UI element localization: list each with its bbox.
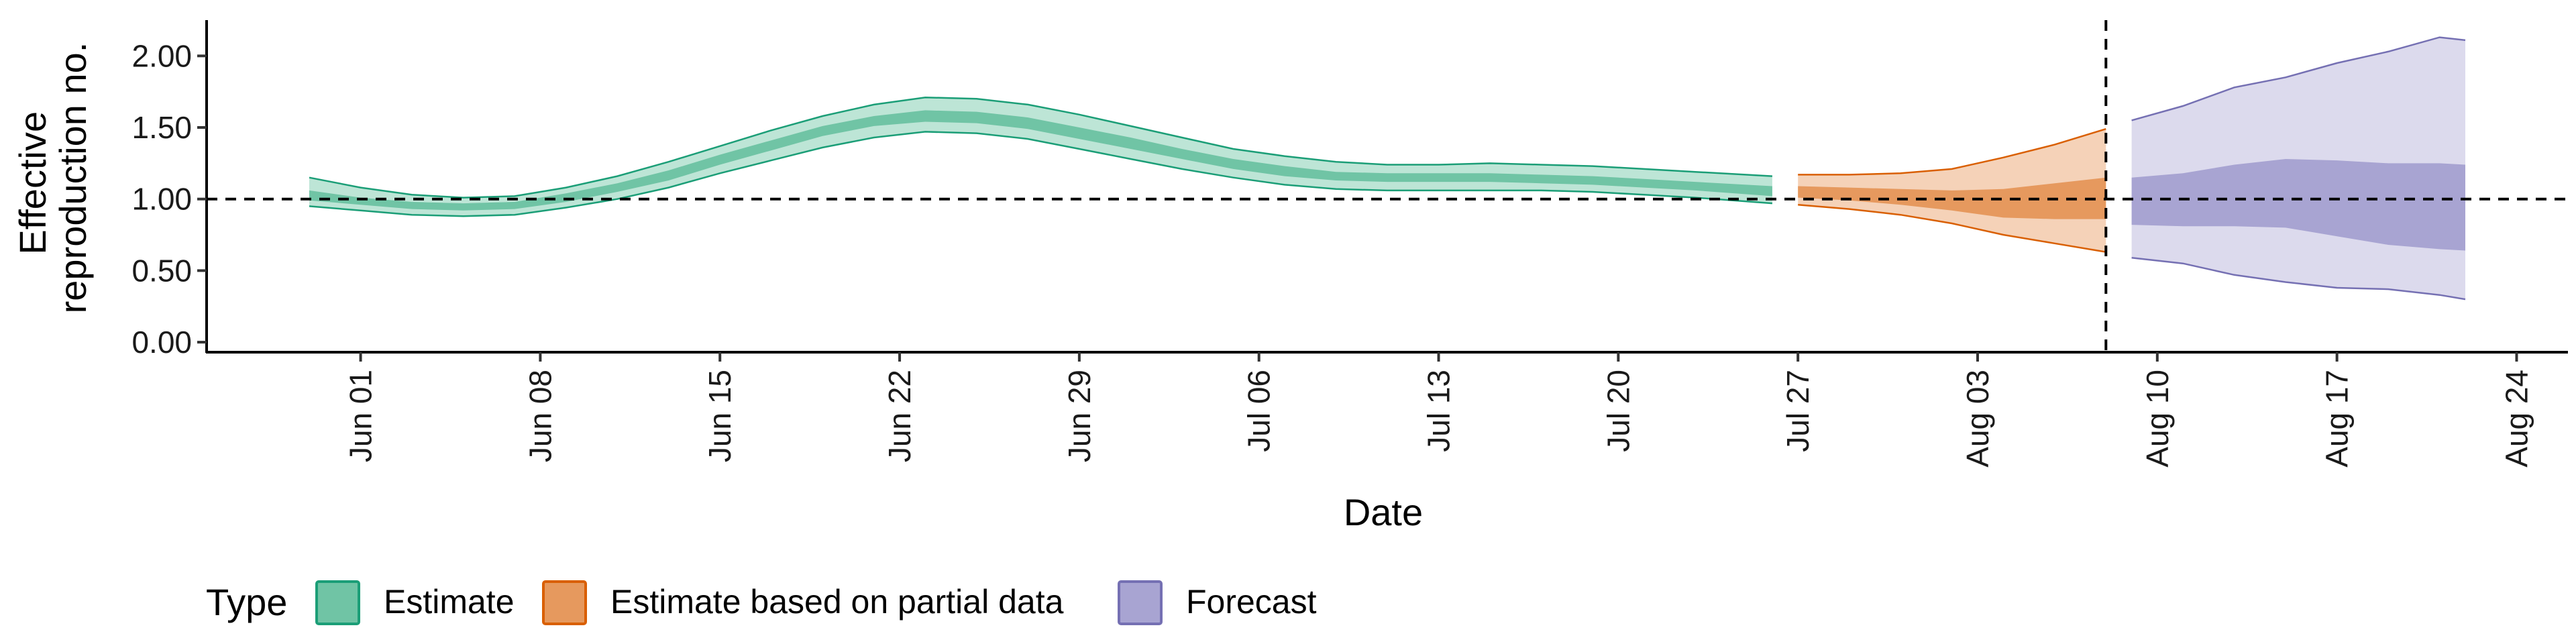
legend-key-estimate	[317, 582, 359, 624]
band-90-estimate	[309, 97, 1772, 217]
legend-key-partial-border	[542, 580, 587, 625]
x-tick-label: Jul 13	[1421, 370, 1456, 452]
legend-title: Type	[206, 581, 287, 623]
legend-key-forecast	[1119, 582, 1161, 624]
x-tick-label: Aug 17	[2320, 370, 2355, 468]
x-tick-label: Jul 20	[1601, 370, 1635, 452]
x-tick-label: Jun 08	[523, 370, 557, 462]
y-tick-label: 1.00	[131, 182, 192, 217]
band-50-forecast	[2131, 159, 2465, 251]
band-lower-edge-forecast	[2131, 256, 2466, 301]
y-axis-title: Effective reproduction no.	[11, 42, 94, 314]
x-tick-label: Aug 10	[2140, 370, 2175, 468]
y-axis-title-line-1: Effective	[11, 111, 54, 255]
legend-label-estimate: Estimate	[384, 583, 515, 621]
legend-label-partial: Estimate based on partial data	[610, 583, 1064, 621]
tick-labels: 0.00 0.50 1.00 1.50 2.00 Jun 01 Jun 08 Jun 15 Ju…	[131, 38, 2534, 467]
x-tick-label: Aug 03	[1960, 370, 1995, 468]
y-tick-label: 0.00	[131, 325, 192, 360]
band-lower-edge-estimate	[309, 131, 1772, 217]
y-tick-label: 0.50	[131, 253, 192, 288]
bands-layer	[309, 36, 2466, 301]
x-tick-label: Jul 27	[1780, 370, 1815, 452]
x-tick-label: Jun 29	[1062, 370, 1097, 462]
axes	[197, 20, 2568, 362]
band-lower-edge-estimate-based-on-partial-data	[1798, 203, 2106, 253]
y-tick-label: 2.00	[131, 38, 192, 73]
band-upper-edge-estimate-based-on-partial-data	[1798, 128, 2106, 176]
band-upper-edge-forecast	[2131, 36, 2466, 121]
x-tick-label: Jul 06	[1242, 370, 1277, 452]
x-tick-label: Aug 24	[2500, 370, 2534, 468]
y-tick-label: 1.50	[131, 110, 192, 145]
legend-key-partial	[543, 582, 586, 624]
x-tick-label: Jun 01	[343, 370, 378, 462]
band-upper-edge-estimate	[309, 96, 1772, 199]
legend-key-estimate-border	[315, 580, 360, 625]
x-tick-label: Jun 22	[882, 370, 917, 462]
band-50-estimate	[309, 110, 1772, 211]
x-tick-label: Jun 15	[702, 370, 737, 462]
y-axis-title-line-2: reproduction no.	[52, 42, 94, 314]
legend: Type Estimate Estimate based on partial …	[206, 580, 1317, 625]
x-axis-title: Date	[1344, 491, 1423, 533]
legend-label-forecast: Forecast	[1186, 583, 1317, 621]
legend-key-forecast-border	[1118, 580, 1163, 625]
band-50-estimate-based-on-partial-data	[1798, 177, 2106, 219]
